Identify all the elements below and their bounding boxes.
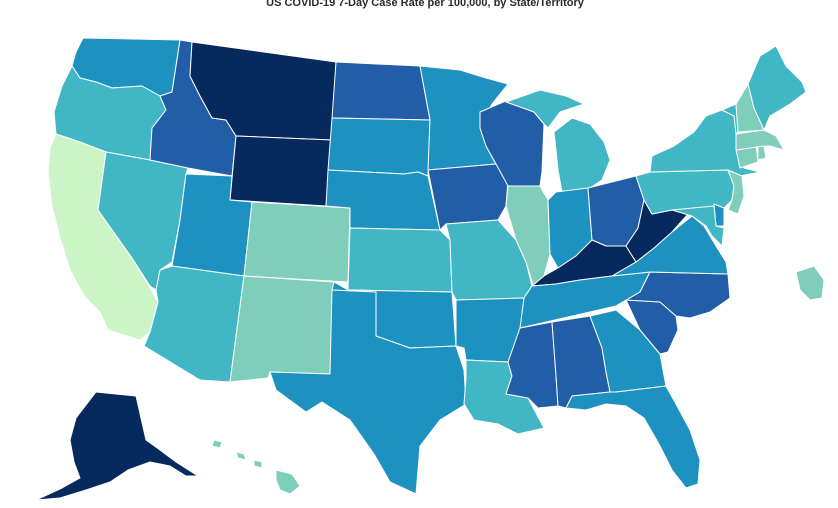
state-CO[interactable]: [243, 201, 351, 283]
state-MA[interactable]: [735, 129, 785, 151]
state-NJ[interactable]: [727, 169, 745, 215]
state-FL[interactable]: [565, 385, 701, 489]
state-MD[interactable]: [671, 205, 725, 247]
state-AZ[interactable]: [143, 265, 245, 383]
state-VT[interactable]: [721, 103, 739, 135]
state-MI[interactable]: [505, 89, 611, 193]
state-ME[interactable]: [747, 45, 807, 131]
state-TX[interactable]: [269, 289, 467, 495]
state-WY[interactable]: [229, 135, 333, 207]
state-AK[interactable]: [35, 391, 199, 501]
state-KS[interactable]: [347, 227, 453, 293]
state-NM[interactable]: [229, 275, 335, 383]
map-title: US COVID-19 7-Day Case Rate per 100,000,…: [266, 0, 584, 9]
state-SD[interactable]: [327, 117, 431, 177]
state-ND[interactable]: [331, 61, 431, 121]
state-RI[interactable]: [757, 145, 767, 161]
state-HI[interactable]: [211, 439, 301, 495]
state-NC[interactable]: [615, 271, 731, 319]
territory-PR[interactable]: [795, 265, 825, 301]
